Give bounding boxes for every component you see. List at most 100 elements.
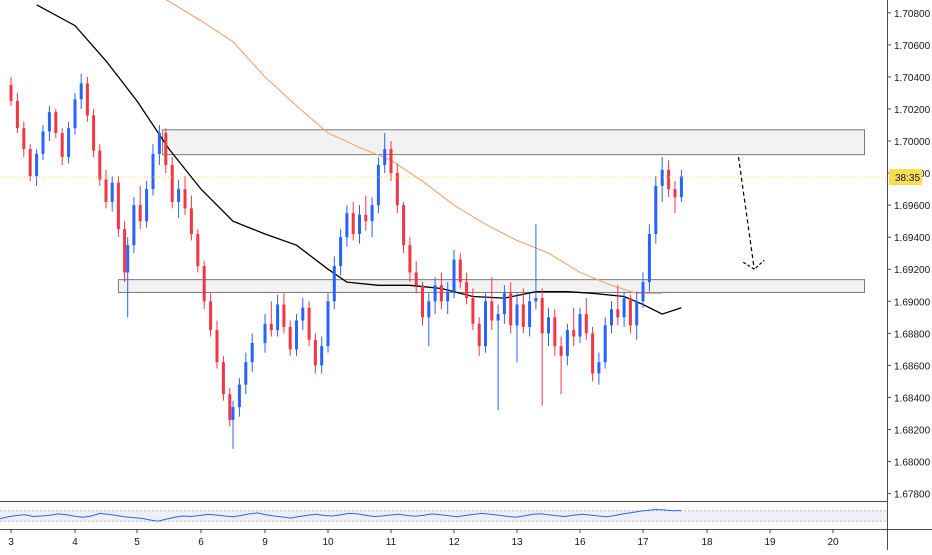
candle[interactable] bbox=[622, 291, 626, 327]
candle[interactable] bbox=[578, 307, 582, 343]
candle[interactable] bbox=[157, 125, 161, 166]
candle[interactable] bbox=[237, 378, 241, 417]
candle[interactable] bbox=[635, 291, 639, 340]
candle[interactable] bbox=[515, 293, 519, 363]
candle[interactable] bbox=[421, 282, 424, 326]
candle[interactable] bbox=[104, 169, 108, 209]
candle[interactable] bbox=[370, 197, 374, 238]
candle[interactable] bbox=[433, 277, 437, 315]
candle[interactable] bbox=[351, 201, 355, 241]
candle[interactable] bbox=[28, 144, 32, 182]
candle[interactable] bbox=[540, 288, 544, 406]
candle[interactable] bbox=[521, 288, 525, 334]
candle[interactable] bbox=[414, 261, 418, 294]
candle[interactable] bbox=[60, 128, 64, 166]
candle[interactable] bbox=[339, 229, 343, 276]
candle[interactable] bbox=[276, 294, 280, 337]
candle[interactable] bbox=[345, 205, 349, 247]
candle[interactable] bbox=[35, 149, 39, 186]
candle[interactable] bbox=[383, 133, 387, 174]
candle[interactable] bbox=[98, 144, 102, 186]
candle[interactable] bbox=[15, 92, 19, 134]
candle[interactable] bbox=[215, 320, 219, 369]
candle[interactable] bbox=[67, 121, 71, 164]
candle[interactable] bbox=[673, 181, 677, 214]
candle[interactable] bbox=[679, 169, 683, 202]
candle[interactable] bbox=[395, 163, 399, 214]
candle[interactable] bbox=[603, 317, 607, 369]
candle[interactable] bbox=[189, 195, 193, 241]
candle[interactable] bbox=[92, 108, 96, 158]
candle[interactable] bbox=[591, 326, 595, 382]
candle[interactable] bbox=[313, 333, 317, 374]
candle[interactable] bbox=[170, 157, 174, 209]
candle[interactable] bbox=[22, 121, 26, 158]
candle[interactable] bbox=[446, 282, 450, 315]
candle[interactable] bbox=[358, 205, 361, 244]
candle[interactable] bbox=[628, 294, 632, 334]
candle[interactable] bbox=[616, 285, 620, 326]
candle[interactable] bbox=[123, 221, 127, 283]
candle[interactable] bbox=[132, 197, 136, 254]
candle[interactable] bbox=[389, 141, 393, 182]
candle[interactable] bbox=[458, 253, 462, 289]
candle[interactable] bbox=[465, 272, 469, 305]
candle[interactable] bbox=[263, 314, 267, 353]
candle[interactable] bbox=[145, 181, 149, 228]
candle[interactable] bbox=[572, 307, 576, 347]
candle[interactable] bbox=[73, 92, 77, 135]
candle[interactable] bbox=[47, 105, 51, 142]
candle[interactable] bbox=[660, 157, 664, 202]
candle[interactable] bbox=[138, 185, 142, 230]
candle[interactable] bbox=[209, 293, 213, 337]
candle[interactable] bbox=[183, 176, 187, 215]
candles-layer[interactable] bbox=[9, 73, 683, 449]
candle[interactable] bbox=[126, 237, 130, 318]
candle[interactable] bbox=[427, 293, 431, 347]
candle[interactable] bbox=[307, 301, 311, 347]
candle[interactable] bbox=[269, 301, 273, 337]
candle[interactable] bbox=[196, 229, 200, 273]
candle[interactable] bbox=[528, 293, 532, 337]
candle[interactable] bbox=[164, 128, 168, 174]
candle[interactable] bbox=[584, 298, 588, 340]
candle[interactable] bbox=[9, 76, 13, 106]
candle[interactable] bbox=[221, 355, 225, 401]
candle[interactable] bbox=[565, 323, 569, 366]
candle[interactable] bbox=[534, 224, 538, 310]
candle[interactable] bbox=[202, 261, 206, 310]
candle[interactable] bbox=[364, 195, 368, 231]
candle[interactable] bbox=[490, 277, 494, 331]
candle[interactable] bbox=[231, 400, 235, 449]
candle[interactable] bbox=[326, 293, 330, 353]
candle[interactable] bbox=[559, 336, 563, 395]
candle[interactable] bbox=[54, 108, 58, 138]
candle[interactable] bbox=[295, 314, 298, 356]
candle[interactable] bbox=[376, 157, 380, 214]
candle[interactable] bbox=[85, 76, 89, 122]
candle[interactable] bbox=[439, 272, 443, 310]
candle[interactable] bbox=[647, 224, 651, 292]
candle[interactable] bbox=[110, 176, 114, 212]
candle[interactable] bbox=[244, 352, 248, 395]
candle[interactable] bbox=[502, 285, 506, 324]
candle[interactable] bbox=[320, 336, 324, 374]
candle[interactable] bbox=[41, 125, 45, 161]
candle[interactable] bbox=[177, 179, 181, 218]
candle[interactable] bbox=[471, 288, 475, 331]
candle[interactable] bbox=[282, 293, 286, 334]
candle[interactable] bbox=[116, 176, 120, 238]
candle[interactable] bbox=[402, 201, 406, 254]
candle[interactable] bbox=[484, 293, 487, 353]
candle[interactable] bbox=[641, 272, 645, 308]
candle[interactable] bbox=[654, 176, 658, 244]
candle[interactable] bbox=[452, 250, 456, 299]
candle[interactable] bbox=[477, 317, 481, 356]
candle[interactable] bbox=[288, 320, 292, 356]
candle[interactable] bbox=[151, 144, 155, 196]
candle[interactable] bbox=[250, 333, 254, 372]
candle[interactable] bbox=[667, 160, 671, 198]
candle[interactable] bbox=[553, 309, 557, 356]
